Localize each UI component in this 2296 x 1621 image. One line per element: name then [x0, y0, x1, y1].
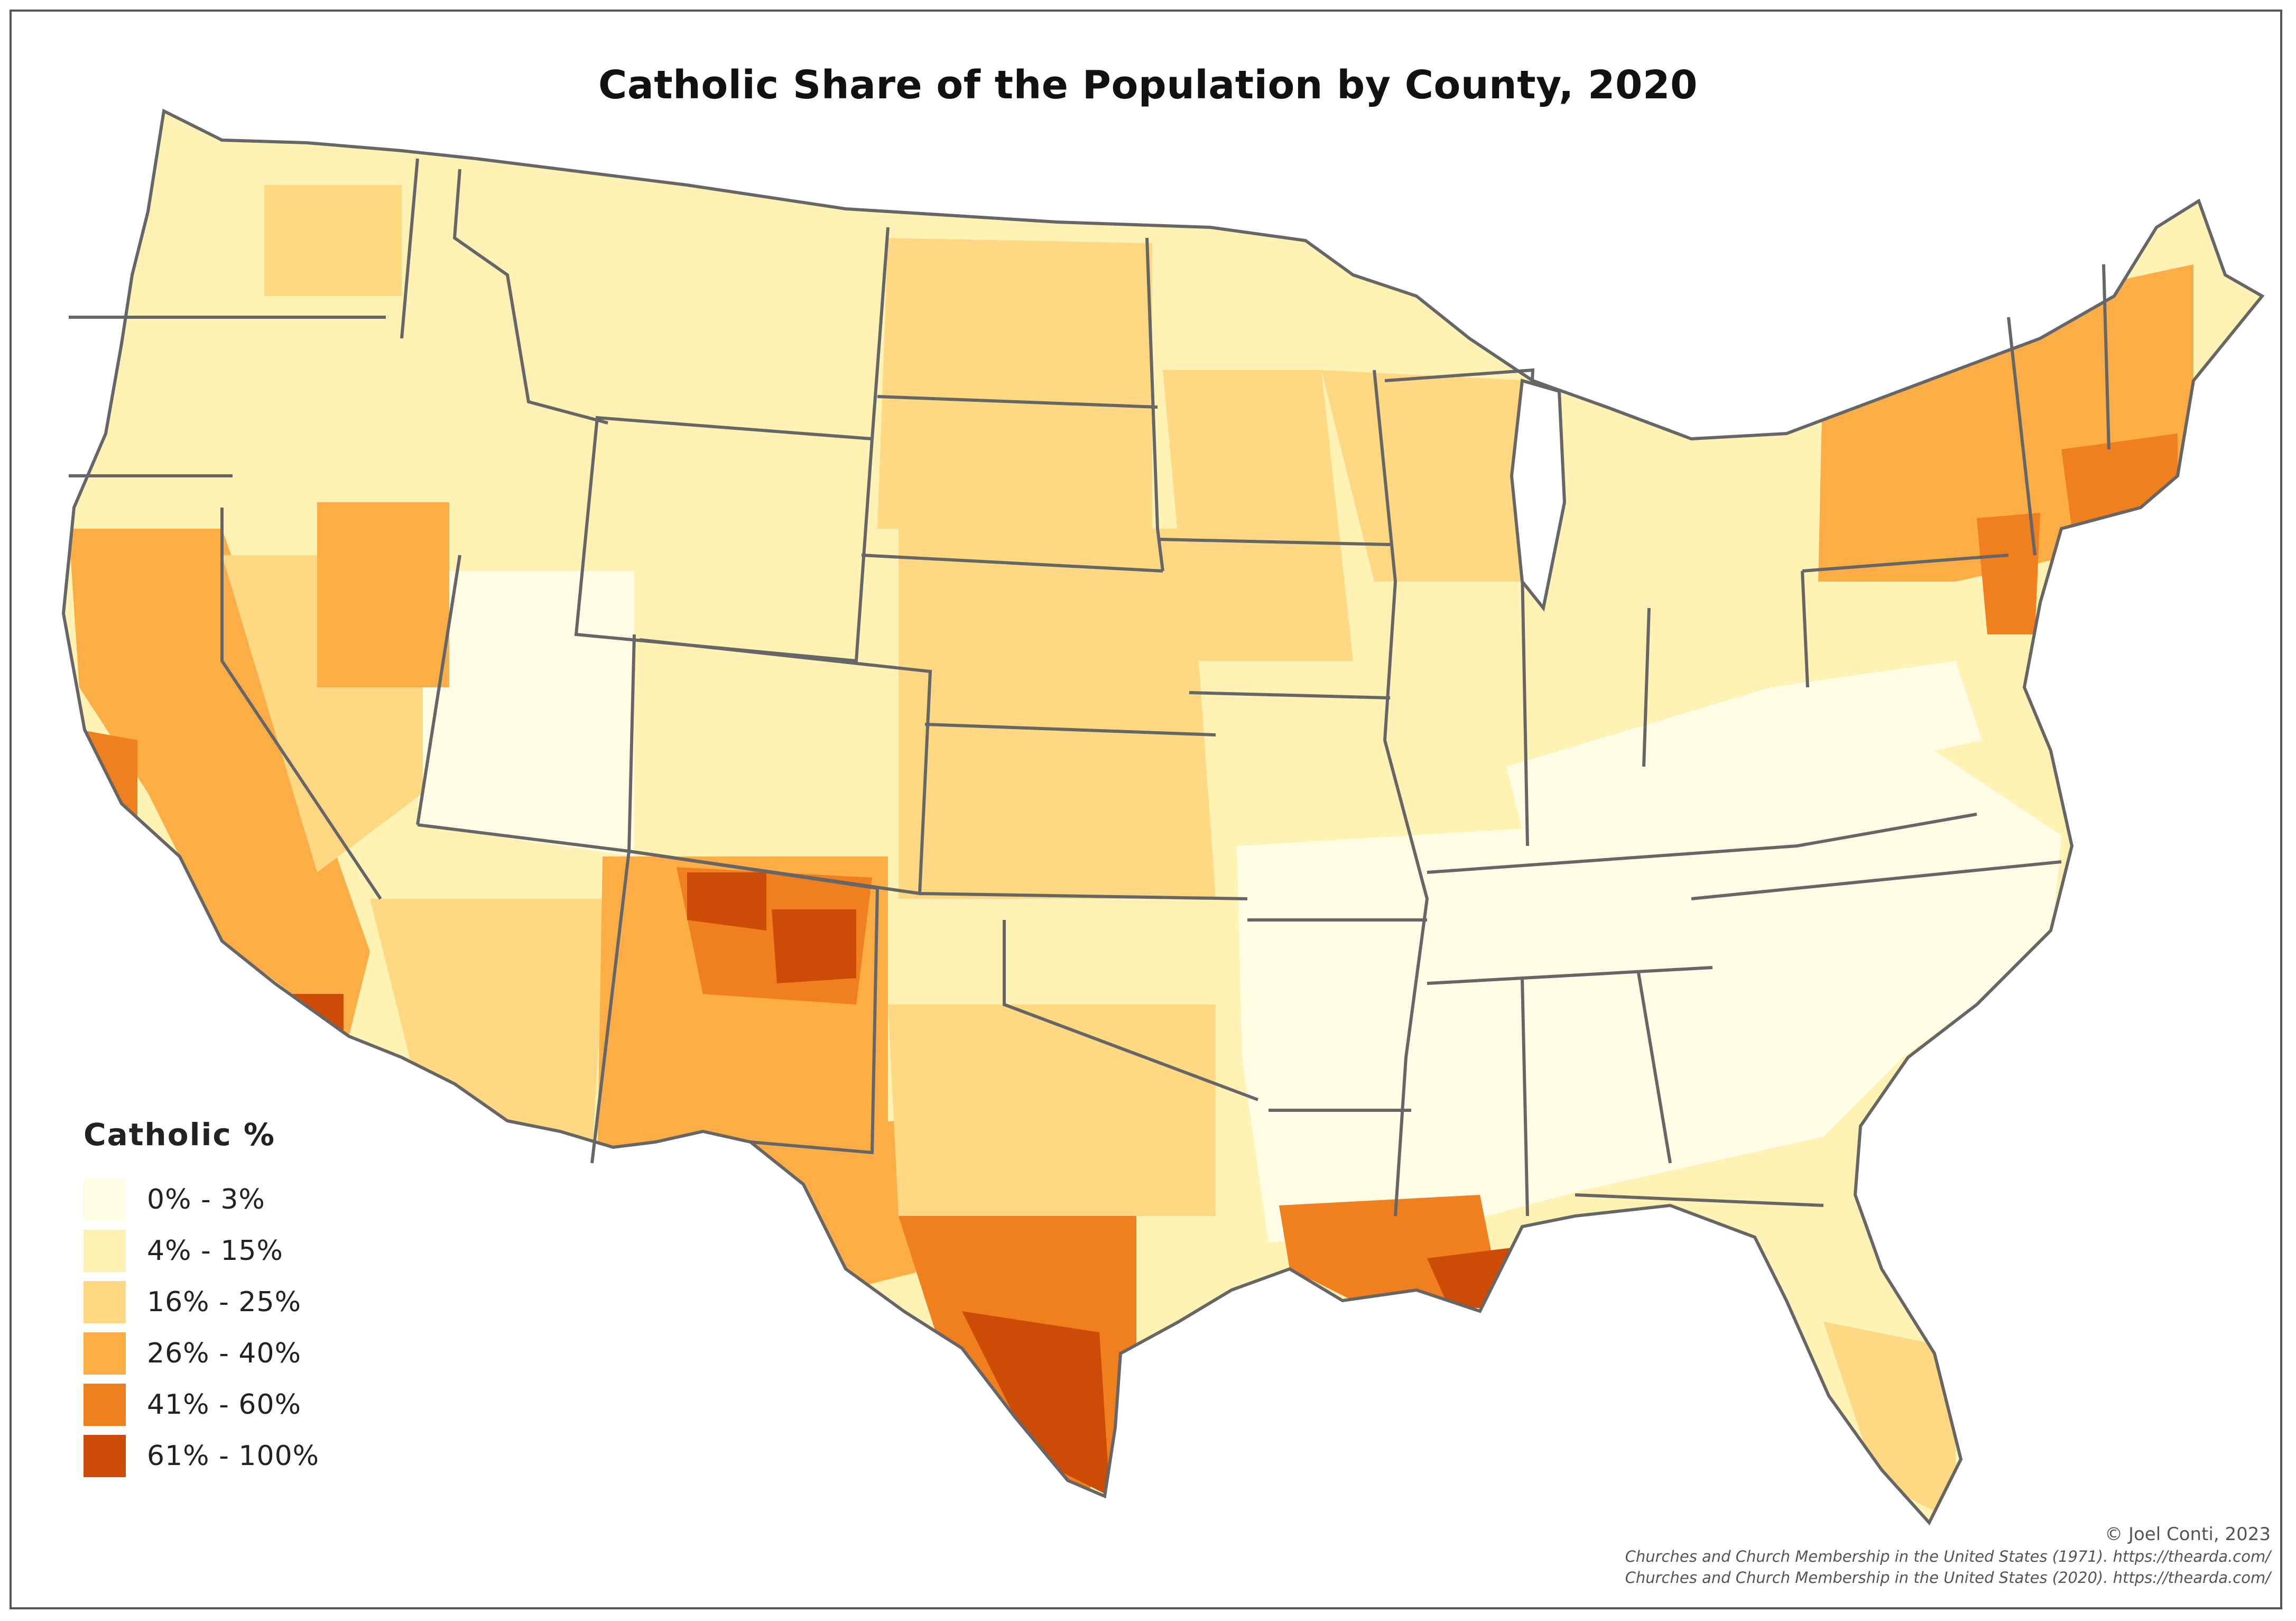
legend-swatch [84, 1383, 126, 1426]
border-ok-tx [1003, 920, 1259, 1101]
border-ia-mo [1189, 691, 1391, 699]
region-washington-east [264, 185, 402, 296]
border-ut-az [417, 823, 629, 853]
region-south-florida [1823, 1322, 1956, 1523]
border-mt-dakotas [871, 227, 890, 439]
region-utah [418, 571, 634, 856]
border-dakotas-mn [1145, 237, 1164, 572]
region-california [69, 529, 370, 1036]
legend-item: 4% - 15% [84, 1225, 453, 1276]
border-nm-tx [628, 850, 879, 1155]
border-tn-ky [1427, 813, 1977, 874]
map-title: Catholic Share of the Population by Coun… [598, 62, 1698, 108]
border-tn-south [1427, 966, 1713, 985]
border-nv-ut [416, 555, 461, 825]
border-ca-nv [220, 508, 382, 900]
region-arizona-south [370, 899, 608, 1153]
border-mississippi-river [1373, 370, 1429, 1217]
credit-source-1971: Churches and Church Membership in the Un… [1625, 1548, 2271, 1565]
border-id-mt [452, 169, 608, 425]
border-oh-pa [1801, 570, 1809, 688]
border-al-ga [1637, 972, 1672, 1164]
county-choropleth [69, 185, 2193, 1523]
border-wa-id [400, 158, 419, 339]
lake-michigan [1510, 379, 1567, 612]
region-dakotas [877, 238, 1152, 529]
region-mora-sanmiguel [772, 909, 856, 983]
legend-swatch [84, 1434, 126, 1477]
border-ks-ok [919, 892, 1248, 900]
credit-source-2020: Churches and Church Membership in the Un… [1625, 1569, 2271, 1587]
border-sd-ne [861, 554, 1163, 573]
border-nd-sd [877, 395, 1158, 409]
legend-swatch [84, 1178, 126, 1221]
legend-label: 16% - 25% [147, 1286, 301, 1318]
legend: Catholic % 0% - 3% 4% - 15% 16% - 25% 26% -… [84, 1117, 453, 1481]
region-nj-ny [1977, 513, 2040, 634]
legend-label: 41% - 60% [147, 1388, 301, 1421]
legend-item: 16% - 25% [84, 1276, 453, 1328]
region-rio-grande-valley [962, 1311, 1110, 1496]
border-pa-ny [1802, 554, 2009, 573]
legend-item: 61% - 100% [84, 1430, 453, 1481]
region-kentucky-tenn [1506, 661, 1982, 872]
legend-swatch [84, 1332, 126, 1375]
border-ms-al [1521, 978, 1529, 1217]
border-nc-va [1691, 860, 2062, 900]
border-nh-me [2102, 264, 2110, 450]
legend-item: 0% - 3% [84, 1174, 453, 1225]
legend-label: 26% - 40% [147, 1337, 301, 1369]
legend-label: 4% - 15% [147, 1235, 283, 1267]
region-southeast [1237, 730, 2061, 1242]
border-az-nm [590, 851, 631, 1164]
region-great-plains [899, 529, 1216, 899]
legend-title: Catholic % [84, 1117, 276, 1153]
border-in-oh [1642, 607, 1651, 767]
border-il-in [1521, 570, 1529, 846]
state-borders [61, 108, 2265, 1526]
legend-item: 26% - 40% [84, 1328, 453, 1379]
legend-label: 61% - 100% [147, 1440, 320, 1472]
border-ne-ks [924, 723, 1216, 736]
legend-label: 0% - 3% [147, 1183, 265, 1215]
border-ny-vt [2007, 317, 2036, 556]
border-ut-co [627, 634, 636, 852]
region-wisconsin [1321, 370, 1533, 582]
region-idaho-south [317, 502, 449, 687]
credits: © Joel Conti, 2023 Churches and Church M… [1625, 1523, 2271, 1588]
border-mn-ia [1157, 538, 1391, 546]
us-outline [61, 108, 2265, 1526]
border-ga-fl [1575, 1193, 1824, 1207]
region-central-texas [888, 1005, 1216, 1216]
border-wy [574, 416, 874, 663]
legend-item: 41% - 60% [84, 1379, 453, 1430]
region-rio-arriba [687, 872, 766, 931]
legend-swatch [84, 1229, 126, 1272]
region-minnesota-iowa [1163, 370, 1353, 661]
credit-author: © Joel Conti, 2023 [2105, 1524, 2271, 1545]
region-imperial [280, 994, 344, 1036]
legend-swatch [84, 1281, 126, 1323]
